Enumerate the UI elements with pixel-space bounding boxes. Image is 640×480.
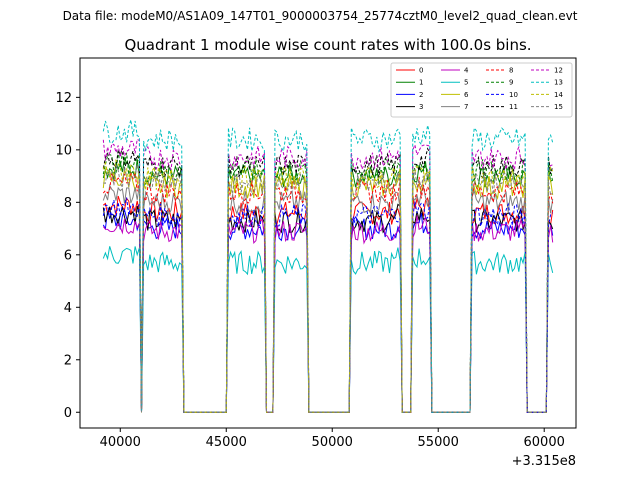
y-tick-label: 10 xyxy=(55,143,72,158)
x-axis: 40000 45000 50000 55000 60000 xyxy=(100,428,565,450)
legend-label: 15 xyxy=(554,103,563,111)
legend-label: 10 xyxy=(509,91,518,99)
legend-label: 7 xyxy=(464,103,468,111)
series-line-9 xyxy=(102,151,554,413)
series-line-5 xyxy=(102,246,554,413)
legend-box xyxy=(390,62,573,118)
legend-label: 14 xyxy=(554,91,563,99)
series-line-6 xyxy=(102,168,554,413)
x-tick-label: 45000 xyxy=(206,435,247,450)
y-tick-label: 8 xyxy=(64,196,72,211)
x-tick-label: 40000 xyxy=(100,435,141,450)
axes-frame xyxy=(79,57,577,429)
legend-label: 3 xyxy=(419,103,423,111)
y-tick-label: 12 xyxy=(55,91,72,106)
series-line-13 xyxy=(102,119,554,413)
legend-label: 2 xyxy=(419,91,423,99)
legend-label: 12 xyxy=(554,67,563,75)
plot-area xyxy=(102,119,554,413)
x-tick-label: 60000 xyxy=(524,435,565,450)
y-axis: 0 2 4 6 8 10 12 xyxy=(55,91,80,421)
legend-label: 0 xyxy=(419,67,423,75)
x-offset-label: +3.315e8 xyxy=(512,454,576,469)
legend-label: 13 xyxy=(554,79,563,87)
y-tick-label: 2 xyxy=(64,353,72,368)
legend-label: 8 xyxy=(509,67,513,75)
series-line-14 xyxy=(102,158,554,413)
y-tick-label: 6 xyxy=(64,248,72,263)
series-line-15 xyxy=(103,164,554,413)
x-tick-label: 55000 xyxy=(418,435,459,450)
x-tick-label: 50000 xyxy=(312,435,353,450)
series-line-3 xyxy=(102,203,554,413)
series-line-11 xyxy=(102,147,554,413)
chart-title: Quadrant 1 module wise count rates with … xyxy=(124,36,531,54)
legend-label: 1 xyxy=(419,79,423,87)
series-line-12 xyxy=(102,138,553,413)
series-line-4 xyxy=(102,215,554,413)
legend-label: 5 xyxy=(464,79,468,87)
chart-suptitle: Data file: modeM0/AS1A09_147T01_90000037… xyxy=(63,9,578,23)
legend-label: 11 xyxy=(509,103,518,111)
y-tick-label: 4 xyxy=(64,301,72,316)
legend-label: 6 xyxy=(464,91,469,99)
legend-label: 4 xyxy=(464,67,469,75)
y-tick-label: 0 xyxy=(64,406,72,421)
legend-label: 9 xyxy=(509,79,513,87)
